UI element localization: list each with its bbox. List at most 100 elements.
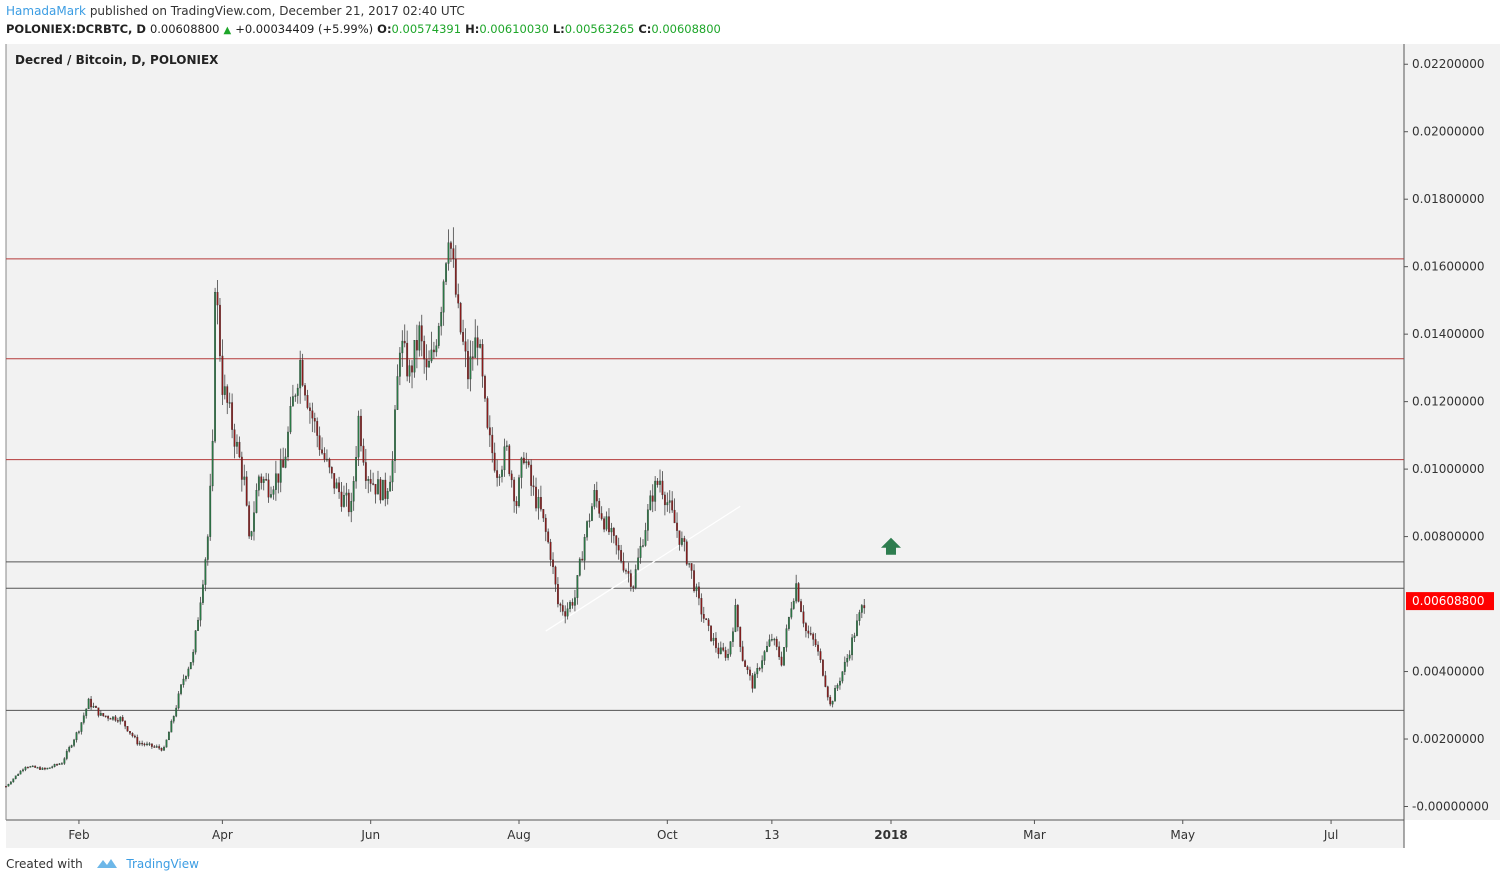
candle-up[interactable] bbox=[860, 605, 863, 613]
candle-up[interactable] bbox=[7, 783, 10, 787]
candle-down[interactable] bbox=[673, 509, 676, 524]
candle-up[interactable] bbox=[605, 516, 608, 530]
candle-down[interactable] bbox=[420, 325, 423, 342]
candle-down[interactable] bbox=[124, 720, 127, 727]
candle-down[interactable] bbox=[150, 743, 153, 747]
candle-up[interactable] bbox=[858, 612, 861, 621]
candle-up[interactable] bbox=[119, 717, 122, 722]
candle-up[interactable] bbox=[401, 340, 404, 354]
candle-down[interactable] bbox=[715, 637, 717, 649]
candle-up[interactable] bbox=[112, 716, 114, 720]
candle-down[interactable] bbox=[425, 359, 428, 368]
candle-up[interactable] bbox=[182, 678, 185, 685]
candle-up[interactable] bbox=[586, 521, 588, 538]
candle-down[interactable] bbox=[97, 707, 100, 716]
candle-down[interactable] bbox=[403, 340, 406, 344]
candle-down[interactable] bbox=[372, 483, 375, 485]
candle-down[interactable] bbox=[809, 633, 812, 635]
candle-up[interactable] bbox=[732, 631, 734, 642]
candle-down[interactable] bbox=[656, 480, 659, 485]
candle-up[interactable] bbox=[357, 415, 360, 458]
candle-up[interactable] bbox=[192, 651, 195, 663]
candle-down[interactable] bbox=[248, 505, 251, 537]
candle-up[interactable] bbox=[180, 684, 182, 694]
candle-up[interactable] bbox=[46, 767, 49, 770]
candle-up[interactable] bbox=[843, 661, 846, 672]
candle-up[interactable] bbox=[391, 460, 394, 483]
candle-down[interactable] bbox=[627, 570, 630, 574]
candle-down[interactable] bbox=[34, 765, 37, 768]
candle-down[interactable] bbox=[126, 726, 129, 732]
candle-up[interactable] bbox=[756, 668, 759, 675]
candle-up[interactable] bbox=[646, 509, 649, 531]
candle-up[interactable] bbox=[335, 482, 338, 489]
candle-up[interactable] bbox=[831, 701, 834, 705]
candle-up[interactable] bbox=[61, 763, 63, 765]
candle-up[interactable] bbox=[68, 747, 71, 752]
candle-up[interactable] bbox=[299, 359, 302, 389]
candle-down[interactable] bbox=[304, 385, 306, 396]
candle-up[interactable] bbox=[836, 685, 839, 689]
candle-up[interactable] bbox=[355, 456, 358, 482]
candle-up[interactable] bbox=[753, 673, 756, 689]
candle-up[interactable] bbox=[642, 545, 644, 547]
candle-up[interactable] bbox=[856, 620, 858, 636]
candle-up[interactable] bbox=[296, 387, 299, 396]
candle-up[interactable] bbox=[289, 406, 292, 433]
candle-down[interactable] bbox=[744, 660, 747, 667]
candle-up[interactable] bbox=[148, 743, 151, 745]
candle-up[interactable] bbox=[12, 778, 15, 783]
tradingview-link[interactable]: TradingView bbox=[126, 857, 199, 871]
candle-down[interactable] bbox=[571, 602, 574, 606]
candle-up[interactable] bbox=[65, 751, 68, 759]
candle-down[interactable] bbox=[321, 449, 323, 454]
candle-up[interactable] bbox=[688, 563, 691, 565]
candle-down[interactable] bbox=[102, 713, 105, 717]
candle-up[interactable] bbox=[236, 441, 238, 447]
author-link[interactable]: HamadaMark bbox=[6, 4, 86, 18]
candle-up[interactable] bbox=[783, 647, 785, 666]
candle-up[interactable] bbox=[574, 597, 576, 606]
candle-up[interactable] bbox=[792, 600, 795, 609]
candle-up[interactable] bbox=[398, 352, 401, 377]
candle-down[interactable] bbox=[133, 735, 136, 738]
candle-up[interactable] bbox=[666, 502, 669, 506]
candle-up[interactable] bbox=[255, 490, 258, 513]
candle-down[interactable] bbox=[615, 535, 618, 546]
candle-up[interactable] bbox=[768, 639, 771, 647]
candle-up[interactable] bbox=[442, 281, 445, 313]
candle-down[interactable] bbox=[702, 614, 705, 619]
candle-up[interactable] bbox=[649, 495, 652, 510]
candle-down[interactable] bbox=[221, 355, 224, 395]
candle-down[interactable] bbox=[522, 457, 525, 464]
candle-down[interactable] bbox=[559, 603, 562, 606]
candle-up[interactable] bbox=[352, 481, 355, 502]
candle-up[interactable] bbox=[430, 349, 433, 362]
candle-up[interactable] bbox=[87, 698, 90, 710]
candle-down[interactable] bbox=[260, 476, 263, 483]
candle-up[interactable] bbox=[569, 602, 571, 609]
candle-up[interactable] bbox=[763, 651, 766, 661]
candle-up[interactable] bbox=[199, 602, 202, 621]
candle-up[interactable] bbox=[343, 495, 345, 507]
candle-down[interactable] bbox=[136, 736, 139, 745]
candle-down[interactable] bbox=[450, 242, 452, 249]
candle-up[interactable] bbox=[503, 446, 506, 471]
candle-up[interactable] bbox=[386, 491, 389, 499]
candle-down[interactable] bbox=[724, 650, 727, 658]
candle-down[interactable] bbox=[95, 706, 97, 708]
candle-up[interactable] bbox=[505, 445, 508, 447]
candle-up[interactable] bbox=[520, 457, 523, 478]
candle-down[interactable] bbox=[493, 452, 496, 471]
candle-up[interactable] bbox=[518, 477, 520, 507]
candle-up[interactable] bbox=[576, 575, 579, 598]
candle-up[interactable] bbox=[250, 531, 253, 537]
candle-up[interactable] bbox=[787, 617, 790, 629]
candle-down[interactable] bbox=[698, 586, 700, 599]
candle-up[interactable] bbox=[70, 745, 73, 748]
candle-down[interactable] bbox=[129, 731, 131, 734]
candle-up[interactable] bbox=[773, 638, 776, 641]
candle-up[interactable] bbox=[729, 641, 732, 655]
candle-up[interactable] bbox=[610, 528, 613, 533]
candle-up[interactable] bbox=[588, 520, 591, 522]
